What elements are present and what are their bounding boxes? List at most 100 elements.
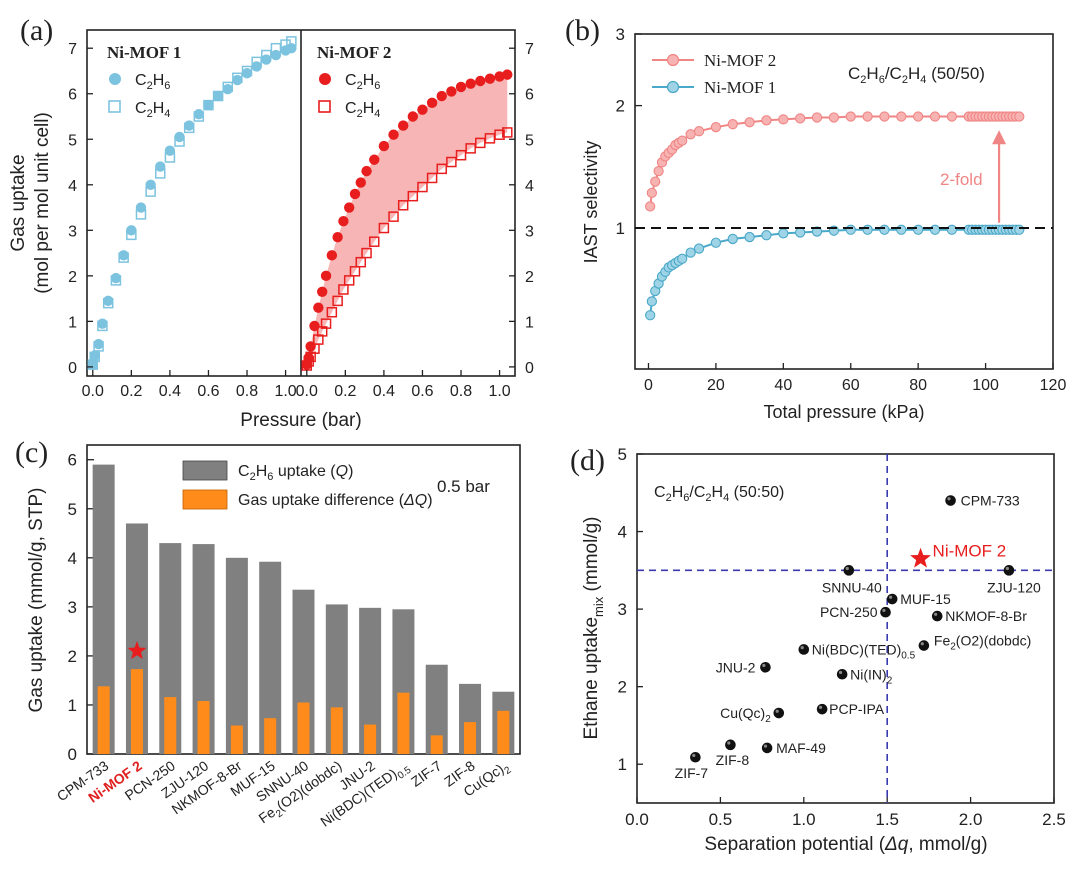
panel-a-point xyxy=(436,90,447,102)
panel-b-point xyxy=(845,224,856,235)
legend-a1-c2h6-marker xyxy=(109,73,121,85)
panel-d-xtick-label: 2.0 xyxy=(959,810,983,829)
panel-a-point xyxy=(378,140,390,152)
panel-c-bar-dq xyxy=(364,724,377,754)
panel-a-point xyxy=(332,231,343,243)
panel-a-point xyxy=(361,165,372,177)
panel-a-point xyxy=(261,49,272,61)
panel-d-point xyxy=(931,610,943,622)
panel-a-point xyxy=(103,295,114,307)
panel-a-point xyxy=(286,43,297,54)
panel-a-point xyxy=(332,295,343,307)
panel-a-ytick-label-right: 1 xyxy=(525,314,534,331)
panel-b-point xyxy=(646,296,658,307)
panel-a-point xyxy=(446,156,457,168)
panel-c-condition: 0.5 bar xyxy=(437,477,490,496)
panel-d-point-label: MUF-15 xyxy=(900,591,951,607)
panel-d-point-shine xyxy=(818,705,823,709)
panel-a-ytick-label-left: 0 xyxy=(68,360,77,377)
legend-a2-c2h4: C2H4 xyxy=(345,100,380,120)
panel-a-point xyxy=(320,318,332,329)
panel-c-ytick-label: 3 xyxy=(68,598,77,617)
panel-c-bar-dq xyxy=(297,702,310,754)
panel-b-point xyxy=(828,112,840,123)
panel-c-bar-dq xyxy=(197,701,210,754)
panel-a-ytick-label-left: 3 xyxy=(68,223,77,240)
panel-a-ytick-label-left: 5 xyxy=(68,132,77,149)
panel-b-point xyxy=(778,228,789,239)
panel-d-ytick-label: 1 xyxy=(618,755,627,774)
panel-a-point xyxy=(436,163,447,175)
legend-a2-c2h6: C2H6 xyxy=(345,72,380,92)
panel-c-bar-q xyxy=(225,557,248,754)
panel-a-ytick-label-right: 4 xyxy=(525,178,534,195)
panel-c-bar-dq xyxy=(230,725,243,754)
panel-a-point xyxy=(397,200,409,211)
panel-a-point xyxy=(343,202,355,213)
panel-a-ytick-label-right: 0 xyxy=(525,360,534,377)
panel-d-xtick-label: 1.5 xyxy=(875,810,899,829)
legend-c-dq-swatch xyxy=(182,489,228,510)
panel-d-point-label: PCN-250 xyxy=(820,604,878,620)
panel-a-xtick-label: 1.0 xyxy=(274,383,296,400)
panel-a-left-title: Ni-MOF 1 xyxy=(107,43,181,62)
panel-c-letter: (c) xyxy=(15,436,48,469)
panel-b-xtick-label: 40 xyxy=(774,377,792,394)
panel-a-point xyxy=(155,168,166,179)
panel-b-frame xyxy=(634,33,1054,370)
panel-a-xtick-label: 0.2 xyxy=(334,383,356,400)
panel-a-point xyxy=(417,104,428,115)
panel-b-point xyxy=(879,224,890,235)
panel-b-point xyxy=(761,230,772,241)
panel-b: 0 20 40 60 80 100 120 1 2 3 2-fold C2H6/C2H4 (50/… xyxy=(581,25,1066,422)
panel-a-point xyxy=(135,202,147,213)
panel-a-point xyxy=(155,161,166,172)
panel-a-point xyxy=(203,99,214,111)
panel-d-point-shine xyxy=(763,744,768,748)
panel-d-point xyxy=(1003,565,1015,576)
panel-b-xtick-label: 0 xyxy=(644,377,653,394)
panel-b-point xyxy=(727,233,738,245)
panel-b-point xyxy=(946,224,958,235)
panel-b-series-line xyxy=(649,115,1020,207)
panel-b-point xyxy=(879,111,890,122)
panel-a-xtick-label: 0.4 xyxy=(159,383,181,400)
panel-c-bar-dq xyxy=(430,735,443,754)
panel-d: 0.0 0.5 1.0 1.5 2.0 2.5 1 2 3 4 5 CPM-733 Ni-MOF 2 S… xyxy=(581,445,1066,855)
panel-b-point xyxy=(896,224,907,235)
panel-a-point xyxy=(502,127,513,138)
panel-d-point-shine xyxy=(727,741,731,745)
panel-b-point xyxy=(645,201,656,212)
panel-a-point xyxy=(89,351,100,363)
panel-b-point xyxy=(1014,224,1025,235)
legend-a2-c2h6-marker xyxy=(319,73,331,85)
legend-b-mof1: Ni-MOF 1 xyxy=(704,78,776,97)
panel-c-bar-dq xyxy=(264,718,277,754)
panel-b-point xyxy=(929,224,941,235)
panel-a-point xyxy=(183,122,195,134)
panel-d-point xyxy=(836,668,848,680)
panel-d-point-label: Ni-MOF 2 xyxy=(933,542,1007,561)
panel-a-point xyxy=(355,177,366,188)
panel-d-highlight-star xyxy=(910,547,931,568)
panel-d-ylabel: Ethane uptakemix (mmol/g) xyxy=(581,517,606,740)
panel-b-point xyxy=(710,122,722,133)
panel-b-point xyxy=(929,111,941,122)
panel-a-point xyxy=(212,90,224,102)
panel-d-point-label: JNU-2 xyxy=(716,659,756,675)
panel-a-point xyxy=(361,247,372,259)
panel-a-ytick-label-left: 6 xyxy=(68,87,77,104)
panel-a-point xyxy=(388,129,399,140)
panel-b-fold-label: 2-fold xyxy=(940,170,983,189)
panel-c-bar-q xyxy=(425,664,448,754)
panel-c-ytick-label: 6 xyxy=(68,451,77,470)
panel-a-point xyxy=(164,145,176,156)
panel-d-point xyxy=(760,661,771,673)
panel-a-point xyxy=(349,188,361,200)
panel-b-ylabel: IAST selectivity xyxy=(581,141,601,264)
panel-a-point xyxy=(317,286,328,297)
panel-d-point xyxy=(945,495,956,506)
panel-a-ylabel-1: Gas uptake xyxy=(8,154,29,251)
